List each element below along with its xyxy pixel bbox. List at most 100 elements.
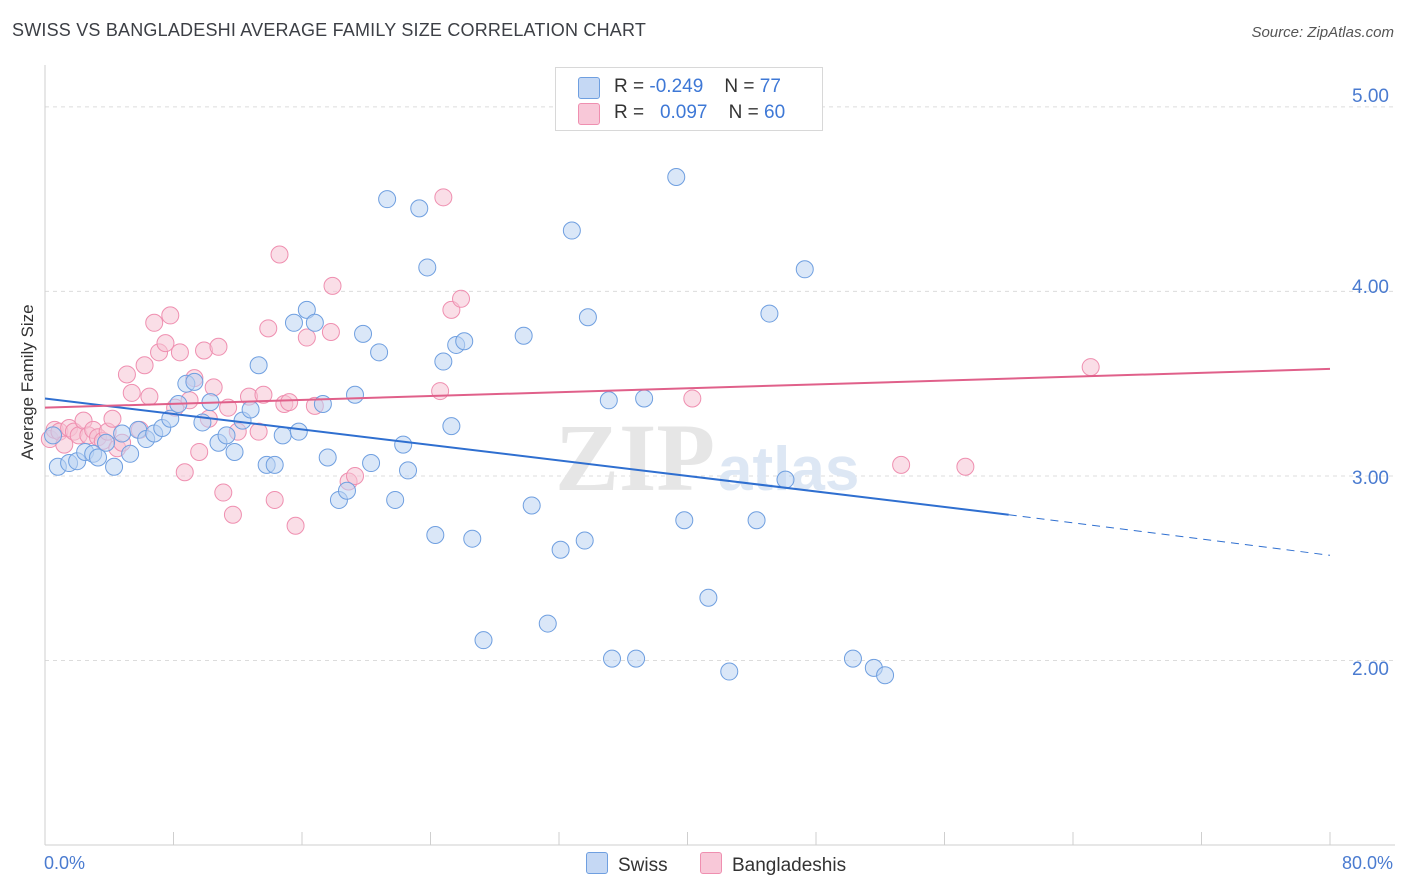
swiss-point bbox=[249, 356, 268, 375]
swiss-point bbox=[394, 435, 413, 454]
bangladeshi-point bbox=[156, 334, 175, 353]
grid-lines bbox=[45, 106, 1395, 661]
bangladeshi-legend-swatch bbox=[700, 852, 722, 874]
legend-label: Bangladeshis bbox=[732, 855, 847, 876]
swiss-point bbox=[313, 394, 332, 413]
bangladeshi-point bbox=[683, 389, 702, 408]
bangladeshi-point bbox=[270, 245, 289, 264]
swiss-point bbox=[318, 448, 337, 467]
y-tick-label: 5.00 bbox=[1352, 86, 1389, 107]
swiss-point bbox=[346, 385, 365, 404]
swiss-point bbox=[442, 417, 461, 436]
y-tick-label: 2.00 bbox=[1352, 659, 1389, 680]
trendlines bbox=[44, 367, 1331, 556]
swiss-point bbox=[635, 389, 654, 408]
y-axis-label: Average Family Size bbox=[18, 304, 37, 460]
bangladeshi-point bbox=[280, 393, 299, 412]
bangladeshi-point bbox=[145, 313, 164, 332]
swiss-point bbox=[675, 511, 694, 530]
watermark-zip: ZIP bbox=[555, 404, 715, 511]
bangladeshi-point bbox=[122, 383, 141, 402]
swiss-point bbox=[455, 332, 474, 351]
swiss-point bbox=[551, 540, 570, 559]
swiss-point bbox=[241, 400, 260, 419]
swiss-point bbox=[105, 457, 124, 476]
bangladeshi-point bbox=[190, 442, 209, 461]
bangladeshi-point bbox=[175, 463, 194, 482]
swiss-point bbox=[843, 649, 862, 668]
bangladeshi-point bbox=[431, 382, 450, 401]
bangladeshi-point bbox=[286, 516, 305, 535]
bangladeshi-point bbox=[259, 319, 278, 338]
chart-title: SWISS VS BANGLADESHI AVERAGE FAMILY SIZE… bbox=[12, 20, 647, 40]
swiss-point bbox=[562, 221, 581, 240]
legend-item-swiss[interactable]: Swiss bbox=[586, 852, 668, 877]
swiss-point bbox=[284, 313, 303, 332]
bangladeshi-point bbox=[1081, 358, 1100, 377]
swiss-point bbox=[876, 666, 895, 685]
swiss-point bbox=[522, 496, 541, 515]
bangladeshi-point bbox=[265, 490, 284, 509]
n-value: 60 bbox=[764, 102, 786, 123]
source-label: Source: ZipAtlas.com bbox=[1251, 24, 1394, 41]
watermark-atlas: atlas bbox=[718, 435, 859, 504]
swiss-point bbox=[463, 529, 482, 548]
swiss-point bbox=[217, 426, 236, 445]
swiss-point bbox=[305, 313, 324, 332]
bangladeshi-point bbox=[170, 343, 189, 362]
swiss-point bbox=[97, 433, 116, 452]
legend-item-bangladeshis[interactable]: Bangladeshis bbox=[700, 852, 846, 877]
swiss-legend-swatch bbox=[586, 852, 608, 874]
swiss-point bbox=[747, 511, 766, 530]
bangladeshi-point bbox=[209, 337, 228, 356]
swiss-point bbox=[44, 426, 63, 445]
swiss-point bbox=[337, 481, 356, 500]
swiss-point bbox=[599, 391, 618, 410]
bangladeshi-point bbox=[254, 385, 273, 404]
swiss-point bbox=[699, 588, 718, 607]
swiss-point bbox=[225, 442, 244, 461]
bangladeshi-point bbox=[135, 356, 154, 375]
swiss-point bbox=[399, 461, 418, 480]
swiss-point bbox=[386, 490, 405, 509]
swiss-point bbox=[265, 455, 284, 474]
bangladeshi-point bbox=[323, 276, 342, 295]
swiss-point bbox=[410, 199, 429, 218]
stats-legend: R = -0.249 N = 77 R = 0.097 N = 60 bbox=[555, 67, 823, 131]
bangladeshi-point bbox=[321, 323, 340, 342]
n-label: N = bbox=[724, 76, 755, 97]
bangladeshi-point bbox=[204, 378, 223, 397]
bangladeshi-point bbox=[214, 483, 233, 502]
swiss-trendline bbox=[44, 397, 1009, 516]
swiss-swatch bbox=[578, 77, 600, 99]
swiss-trendline-extension bbox=[1008, 514, 1331, 556]
y-tick-label: 3.00 bbox=[1352, 468, 1389, 489]
swiss-point bbox=[776, 470, 795, 489]
bangladeshi-point bbox=[219, 398, 238, 417]
swiss-point bbox=[603, 649, 622, 668]
bangladeshi-point bbox=[892, 455, 911, 474]
n-label: N = bbox=[728, 102, 759, 123]
swiss-points bbox=[44, 168, 895, 685]
swiss-point bbox=[121, 444, 140, 463]
r-label: R = bbox=[614, 76, 645, 97]
swiss-point bbox=[362, 454, 381, 473]
swiss-point bbox=[474, 631, 493, 650]
bangladeshi-point bbox=[434, 188, 453, 207]
swiss-point bbox=[418, 258, 437, 277]
bangladeshi-trendline bbox=[44, 367, 1331, 409]
swiss-point bbox=[720, 662, 739, 681]
swiss-point bbox=[354, 324, 373, 343]
swiss-point bbox=[514, 326, 533, 345]
r-value: 0.097 bbox=[659, 102, 708, 123]
y-tick-label: 4.00 bbox=[1352, 277, 1389, 298]
axes bbox=[44, 65, 1395, 846]
bangladeshi-swatch bbox=[578, 103, 600, 125]
swiss-point bbox=[795, 260, 814, 279]
swiss-point bbox=[434, 352, 453, 371]
swiss-point bbox=[378, 190, 397, 209]
bangladeshi-point bbox=[103, 409, 122, 428]
bangladeshi-point bbox=[117, 365, 136, 384]
swiss-point bbox=[273, 426, 292, 445]
